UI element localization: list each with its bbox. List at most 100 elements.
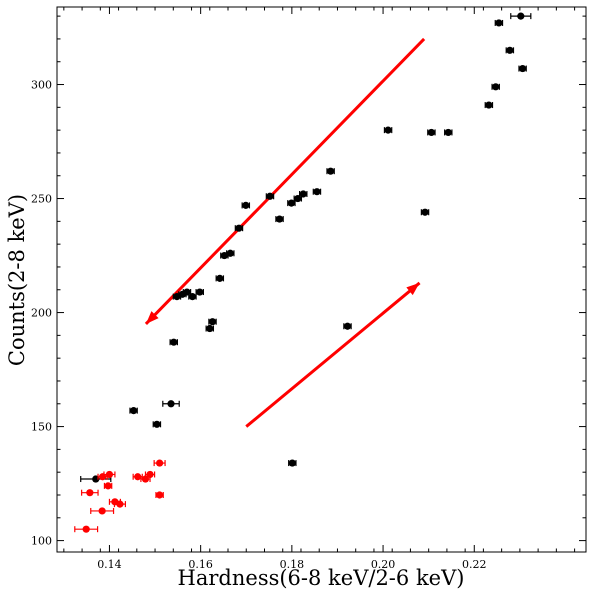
point-marker <box>242 201 250 209</box>
data-point <box>90 507 115 515</box>
point-marker <box>427 128 436 137</box>
data-point <box>169 338 178 346</box>
point-marker <box>421 208 429 216</box>
data-point <box>265 192 275 200</box>
data-point <box>427 128 436 137</box>
point-marker <box>384 126 392 134</box>
point-marker <box>294 194 302 203</box>
data-point <box>97 473 108 481</box>
data-point <box>103 482 113 490</box>
axes-frame <box>56 6 587 553</box>
data-point <box>420 208 430 216</box>
data-point <box>491 83 500 91</box>
data-point <box>234 224 244 232</box>
x-tick-label: 0.22 <box>462 558 487 571</box>
point-marker <box>287 199 296 207</box>
arrow-head <box>406 282 420 296</box>
point-marker <box>343 322 352 330</box>
data-point <box>518 64 527 73</box>
point-marker <box>288 459 296 467</box>
point-marker <box>313 188 321 196</box>
data-point <box>494 19 504 27</box>
point-marker <box>495 19 503 27</box>
data-point <box>484 101 494 109</box>
y-tick-label: 100 <box>31 535 52 548</box>
point-marker <box>146 470 154 479</box>
point-marker <box>156 491 164 499</box>
trend-arrow <box>144 37 426 326</box>
point-marker <box>116 500 124 508</box>
data-point <box>162 400 180 408</box>
point-marker <box>517 12 525 20</box>
data-point <box>293 194 303 203</box>
data-point <box>208 318 217 326</box>
data-point <box>172 293 182 301</box>
data-point <box>288 459 297 467</box>
data-point <box>220 251 229 260</box>
data-point <box>74 525 99 533</box>
data-point <box>510 12 532 20</box>
point-marker <box>266 192 274 200</box>
point-marker <box>134 473 142 481</box>
point-marker <box>444 128 452 137</box>
x-axis-label: Hardness(6-8 keV/2-6 keV) <box>178 566 465 590</box>
point-marker <box>170 338 178 346</box>
data-point <box>205 324 215 333</box>
y-tick-label: 150 <box>31 421 52 434</box>
y-ticks: 100 150 200 250 300 <box>31 15 586 548</box>
data-point <box>113 500 127 508</box>
point-marker <box>506 46 514 54</box>
x-tick-label: 0.16 <box>188 558 213 571</box>
point-marker <box>82 525 90 533</box>
data-point <box>188 293 197 301</box>
point-marker <box>235 224 243 232</box>
data-point <box>343 322 352 330</box>
data-point <box>326 167 335 175</box>
point-marker <box>216 274 224 282</box>
data-point <box>140 475 151 483</box>
point-marker <box>141 475 150 483</box>
point-marker <box>104 482 112 490</box>
data-point <box>505 46 515 54</box>
y-tick-label: 250 <box>31 193 52 206</box>
data-point <box>153 459 166 467</box>
point-marker <box>220 251 228 260</box>
data-point <box>144 470 156 479</box>
x-tick-label: 0.14 <box>97 558 122 571</box>
point-marker <box>98 507 106 515</box>
plot-area <box>74 12 532 533</box>
data-point <box>444 128 453 137</box>
point-marker <box>275 215 284 223</box>
trend-arrow <box>245 281 421 428</box>
point-marker <box>130 407 138 415</box>
data-point <box>383 126 393 134</box>
point-marker <box>173 293 181 301</box>
point-marker <box>156 459 164 467</box>
point-marker <box>485 101 493 109</box>
arrow-shaft <box>245 281 421 428</box>
data-point <box>81 489 99 497</box>
point-marker <box>167 400 175 408</box>
point-marker <box>188 293 197 301</box>
data-point <box>287 199 296 207</box>
point-marker <box>206 324 214 333</box>
point-marker <box>327 167 335 175</box>
x-tick-label: 0.18 <box>280 558 305 571</box>
data-point <box>129 407 138 415</box>
x-ticks: 0.14 0.16 0.18 0.20 0.22 <box>63 7 576 571</box>
data-point <box>215 274 225 282</box>
point-marker <box>519 64 527 73</box>
x-tick-label: 0.20 <box>371 558 396 571</box>
y-tick-label: 300 <box>31 79 52 92</box>
y-axis-label: Counts(2-8 keV) <box>5 194 29 366</box>
arrow-shaft <box>144 37 426 326</box>
point-marker <box>196 288 204 296</box>
data-point <box>195 288 204 296</box>
data-point <box>312 188 322 196</box>
data-point <box>241 201 251 209</box>
data-point <box>275 215 284 223</box>
y-tick-label: 200 <box>31 307 52 320</box>
point-marker <box>99 473 107 481</box>
point-marker <box>153 420 161 428</box>
